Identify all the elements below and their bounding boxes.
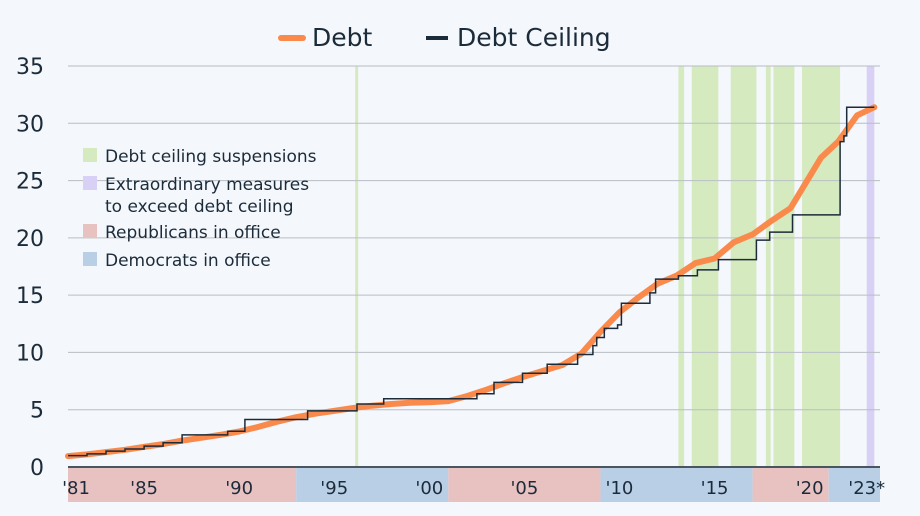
y-tick-label: 5	[30, 399, 44, 424]
legend-ceiling-label: Debt Ceiling	[457, 23, 611, 52]
suspension-band	[691, 66, 719, 467]
x-tick-label: '15	[701, 478, 729, 499]
y-tick-label: 15	[16, 284, 44, 309]
legend-label: Democrats in office	[105, 251, 271, 271]
suspension-band	[730, 66, 757, 467]
suspension-band	[802, 66, 841, 467]
legend-label: Extraordinary measures	[105, 175, 309, 195]
y-tick-label: 0	[30, 456, 44, 481]
y-tick-label: 25	[16, 170, 44, 195]
debt-ceiling-line	[68, 106, 875, 457]
legend-label: Debt ceiling suspensions	[105, 147, 317, 167]
x-tick-label: '00	[415, 478, 443, 499]
party-period-democrat	[828, 467, 880, 502]
legend-swatch	[83, 148, 97, 162]
legend-label: to exceed debt ceiling	[105, 197, 294, 217]
y-tick-label: 30	[16, 112, 44, 137]
x-tick-label: '81	[62, 478, 90, 499]
legend-swatch	[83, 252, 97, 266]
suspension-band	[355, 66, 359, 467]
party-period-republican	[752, 467, 829, 502]
x-tick-label: '85	[130, 478, 158, 499]
legend-swatch	[83, 224, 97, 238]
legend-debt-label: Debt	[312, 23, 373, 52]
party-period-democrat	[600, 467, 753, 502]
y-tick-label: 10	[16, 341, 44, 366]
x-tick-label: '05	[510, 478, 538, 499]
x-tick-label: '20	[796, 478, 824, 499]
debt-line	[65, 104, 878, 460]
legend-swatch	[83, 176, 97, 190]
suspension-band	[773, 66, 795, 467]
party-period-republican	[68, 467, 297, 502]
suspension-band	[678, 66, 685, 467]
x-tick-label: '10	[606, 478, 634, 499]
x-tick-label: '23*	[848, 478, 885, 499]
party-period-republican	[448, 467, 601, 502]
legend-label: Republicans in office	[105, 223, 281, 243]
x-tick-label: '90	[225, 478, 253, 499]
party-period-democrat	[296, 467, 449, 502]
y-tick-label: 20	[16, 227, 44, 252]
extraordinary-measures-band	[866, 66, 875, 467]
y-tick-label: 35	[16, 55, 44, 80]
x-tick-label: '95	[320, 478, 348, 499]
suspension-band	[765, 66, 771, 467]
